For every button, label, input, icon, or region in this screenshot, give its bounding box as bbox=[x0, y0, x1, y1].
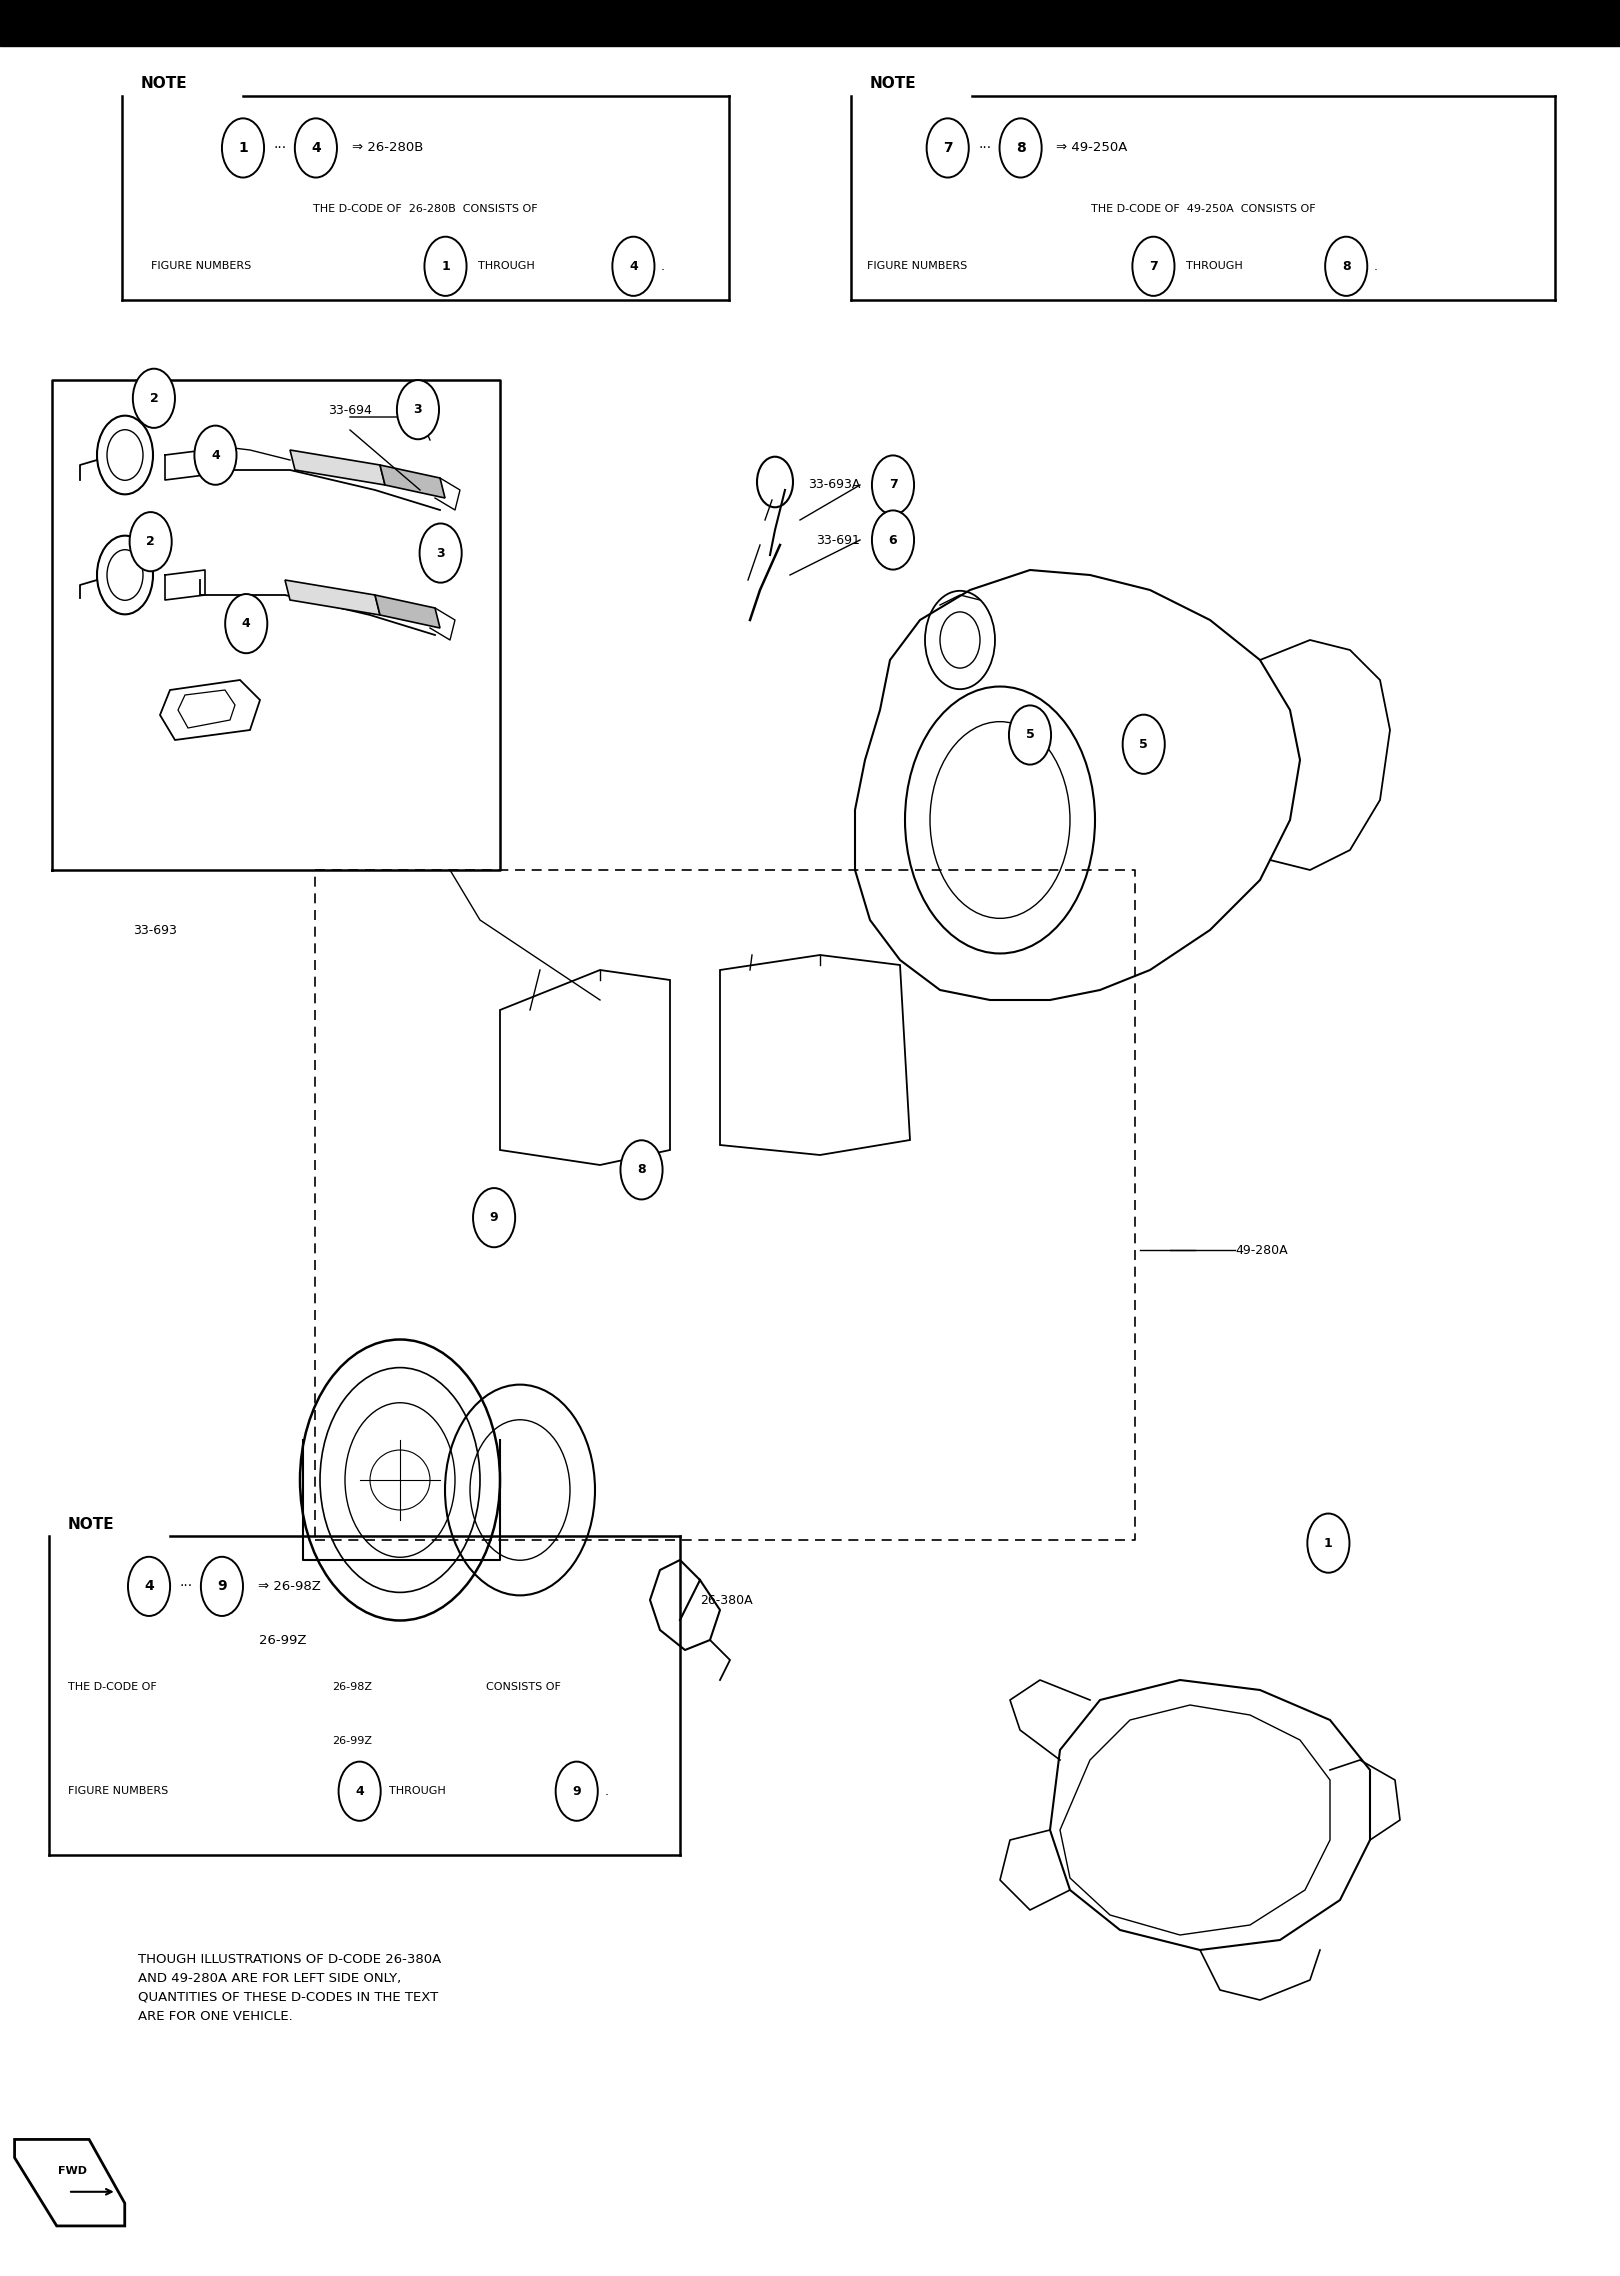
Text: 33-694: 33-694 bbox=[329, 405, 373, 417]
Text: 7: 7 bbox=[943, 141, 953, 155]
Text: 4: 4 bbox=[355, 1784, 364, 1798]
Text: 2: 2 bbox=[149, 391, 159, 405]
Text: 9: 9 bbox=[572, 1784, 582, 1798]
Text: 1: 1 bbox=[1324, 1536, 1333, 1550]
Text: 33-693: 33-693 bbox=[133, 924, 177, 935]
Text: ···: ··· bbox=[180, 1580, 193, 1593]
Circle shape bbox=[194, 426, 237, 485]
Text: 7: 7 bbox=[889, 478, 897, 492]
Circle shape bbox=[1132, 237, 1174, 296]
Circle shape bbox=[201, 1557, 243, 1616]
Text: NOTE: NOTE bbox=[68, 1516, 115, 1532]
Text: 1: 1 bbox=[238, 141, 248, 155]
Text: 8: 8 bbox=[1016, 141, 1025, 155]
Text: 3: 3 bbox=[413, 403, 423, 417]
Circle shape bbox=[1307, 1514, 1349, 1573]
Text: THE D-CODE OF  26-280B  CONSISTS OF: THE D-CODE OF 26-280B CONSISTS OF bbox=[313, 205, 538, 214]
Circle shape bbox=[339, 1762, 381, 1821]
Text: 33-691: 33-691 bbox=[816, 533, 860, 546]
Text: THOUGH ILLUSTRATIONS OF D-CODE 26-380A
AND 49-280A ARE FOR LEFT SIDE ONLY,
QUANT: THOUGH ILLUSTRATIONS OF D-CODE 26-380A A… bbox=[138, 1953, 441, 2023]
Circle shape bbox=[473, 1188, 515, 1247]
Polygon shape bbox=[381, 464, 446, 498]
Circle shape bbox=[1123, 715, 1165, 774]
Text: 4: 4 bbox=[241, 617, 251, 630]
Text: ···: ··· bbox=[978, 141, 991, 155]
Text: ⇒ 49-250A: ⇒ 49-250A bbox=[1056, 141, 1128, 155]
Circle shape bbox=[130, 512, 172, 571]
Text: THROUGH: THROUGH bbox=[1186, 262, 1243, 271]
Text: FIGURE NUMBERS: FIGURE NUMBERS bbox=[867, 262, 967, 271]
Text: 4: 4 bbox=[629, 259, 638, 273]
Circle shape bbox=[128, 1557, 170, 1616]
Text: 26-99Z: 26-99Z bbox=[332, 1737, 373, 1746]
Text: 3: 3 bbox=[436, 546, 446, 560]
Text: NOTE: NOTE bbox=[870, 75, 917, 91]
Text: 9: 9 bbox=[489, 1211, 499, 1224]
Text: FIGURE NUMBERS: FIGURE NUMBERS bbox=[151, 262, 251, 271]
Circle shape bbox=[1325, 237, 1367, 296]
Text: ···: ··· bbox=[274, 141, 287, 155]
Text: 5: 5 bbox=[1025, 728, 1035, 742]
Circle shape bbox=[927, 118, 969, 178]
Circle shape bbox=[225, 594, 267, 653]
Circle shape bbox=[424, 237, 467, 296]
Text: .: . bbox=[604, 1784, 608, 1798]
Circle shape bbox=[872, 510, 914, 569]
Text: FWD: FWD bbox=[58, 2167, 87, 2176]
Text: 26-99Z: 26-99Z bbox=[259, 1634, 306, 1648]
Circle shape bbox=[133, 369, 175, 428]
Text: THROUGH: THROUGH bbox=[478, 262, 535, 271]
Text: CONSISTS OF: CONSISTS OF bbox=[486, 1682, 561, 1691]
Text: THROUGH: THROUGH bbox=[389, 1787, 446, 1796]
Polygon shape bbox=[290, 451, 386, 485]
Circle shape bbox=[397, 380, 439, 439]
Circle shape bbox=[420, 523, 462, 583]
Text: 7: 7 bbox=[1149, 259, 1158, 273]
Text: THE D-CODE OF  49-250A  CONSISTS OF: THE D-CODE OF 49-250A CONSISTS OF bbox=[1090, 205, 1315, 214]
Circle shape bbox=[295, 118, 337, 178]
Text: 26-380A: 26-380A bbox=[700, 1593, 753, 1607]
Text: 49-280A: 49-280A bbox=[1234, 1243, 1288, 1256]
Polygon shape bbox=[285, 580, 381, 615]
Circle shape bbox=[1009, 706, 1051, 765]
Text: 5: 5 bbox=[1139, 737, 1149, 751]
Text: 26-98Z: 26-98Z bbox=[332, 1682, 373, 1691]
Text: NOTE: NOTE bbox=[141, 75, 188, 91]
Text: ⇒ 26-280B: ⇒ 26-280B bbox=[352, 141, 423, 155]
Text: .: . bbox=[661, 259, 664, 273]
Text: 4: 4 bbox=[311, 141, 321, 155]
Circle shape bbox=[556, 1762, 598, 1821]
Circle shape bbox=[872, 455, 914, 514]
Text: 8: 8 bbox=[637, 1163, 646, 1177]
Text: 8: 8 bbox=[1341, 259, 1351, 273]
Text: 4: 4 bbox=[211, 448, 220, 462]
Text: 4: 4 bbox=[144, 1580, 154, 1593]
Text: 9: 9 bbox=[217, 1580, 227, 1593]
Text: 33-693A: 33-693A bbox=[808, 478, 860, 492]
Text: 6: 6 bbox=[889, 533, 897, 546]
Circle shape bbox=[1000, 118, 1042, 178]
Text: THE D-CODE OF: THE D-CODE OF bbox=[68, 1682, 157, 1691]
Text: .: . bbox=[1374, 259, 1377, 273]
Circle shape bbox=[222, 118, 264, 178]
Text: FIGURE NUMBERS: FIGURE NUMBERS bbox=[68, 1787, 168, 1796]
Text: 2: 2 bbox=[146, 535, 156, 549]
Text: ⇒ 26-98Z: ⇒ 26-98Z bbox=[258, 1580, 321, 1593]
Circle shape bbox=[612, 237, 654, 296]
Text: 1: 1 bbox=[441, 259, 450, 273]
Polygon shape bbox=[374, 594, 441, 628]
Circle shape bbox=[620, 1140, 663, 1199]
